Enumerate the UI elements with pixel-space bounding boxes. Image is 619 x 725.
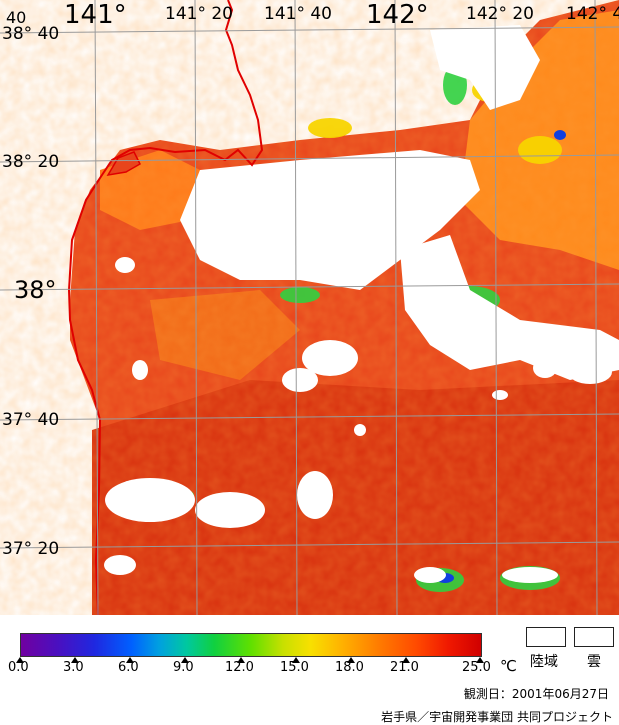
colorbar-tick [402, 657, 410, 663]
colorbar-label-0: 0.0 [8, 660, 29, 675]
colorbar-label-15: 15.0 [280, 660, 309, 675]
lat-label-38: 38° [14, 276, 57, 304]
land-legend-label: 陸域 [530, 654, 558, 670]
colorbar-tick [237, 657, 245, 663]
lon-label-142-20: 142° 20 [466, 4, 534, 24]
colorbar-tick [71, 657, 79, 663]
lon-label-141-40: 141° 40 [264, 4, 332, 24]
colorbar-label-6: 6.0 [118, 660, 139, 675]
colorbar-label-25: 25.0 [462, 660, 491, 675]
graticule [0, 0, 619, 615]
credit-line: 岩手県／宇宙開発事業団 共同プロジェクト [381, 710, 613, 724]
lat-label-37-40: 37° 40 [2, 410, 60, 430]
colorbar-tick [476, 657, 484, 663]
colorbar-label-12: 12.0 [225, 660, 254, 675]
lon-label-141: 141° [64, 0, 127, 30]
sst-map: 40 141° 141° 20 141° 40 142° 142° 20 142… [0, 0, 619, 615]
coastline [67, 0, 264, 615]
sst-map-canvas [0, 0, 619, 615]
lon-label-142: 142° [366, 0, 429, 30]
lon-label-142-40: 142° 4 [566, 4, 619, 24]
lat-label-38-20: 38° 20 [2, 152, 60, 172]
lon-label-141-20: 141° 20 [165, 4, 233, 24]
colorbar-label-9: 9.0 [173, 660, 194, 675]
corner-lat-label: 40 [6, 8, 27, 27]
colorbar-tick [181, 657, 189, 663]
land-legend-swatch [526, 627, 566, 647]
cloud-areas [104, 25, 619, 583]
colorbar-tick [347, 657, 355, 663]
colorbar-label-18: 18.0 [335, 660, 364, 675]
cloud-legend-label: 雲 [587, 654, 601, 670]
temperature-colorbar [20, 633, 482, 657]
colorbar-tick [126, 657, 134, 663]
colorbar-label-3: 3.0 [63, 660, 84, 675]
lat-label-37-20: 37° 20 [2, 539, 60, 559]
colorbar-label-21: 21.0 [390, 660, 419, 675]
lat-label-38-40: 38° 40 [2, 24, 60, 44]
observation-date: 観測日：2001年06月27日 [463, 687, 609, 701]
cloud-legend-swatch [574, 627, 614, 647]
temperature-unit: ℃ [500, 657, 517, 675]
colorbar-tick [16, 657, 24, 663]
colorbar-tick [292, 657, 300, 663]
